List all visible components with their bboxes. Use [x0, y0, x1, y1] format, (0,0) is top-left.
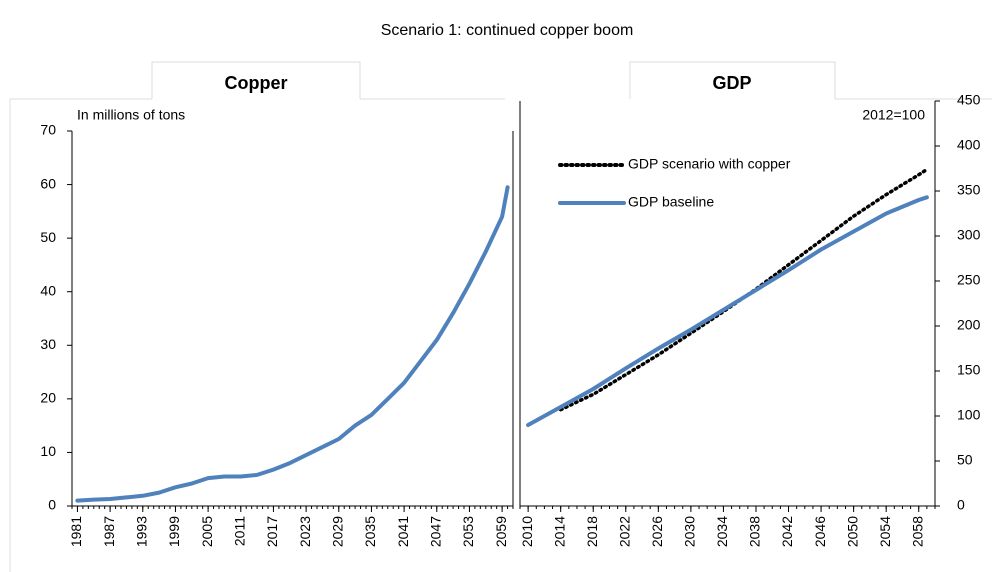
y-tick-label: 0	[48, 497, 56, 513]
x-tick-label: 1981	[68, 516, 84, 547]
x-tick-label: 2030	[682, 516, 698, 547]
y-tick-label: 400	[957, 137, 981, 153]
x-tick-label: 2034	[714, 516, 730, 547]
data-line	[526, 195, 929, 427]
x-tick-label: 2018	[584, 516, 600, 547]
x-tick-label: 2035	[362, 516, 378, 547]
x-tick-label: 2042	[779, 516, 795, 547]
x-tick-label: 2054	[877, 516, 893, 547]
y-tick-label: 200	[957, 317, 981, 333]
x-tick-label: 2047	[427, 516, 443, 547]
tab-border	[151, 61, 361, 99]
x-tick-label: 2017	[264, 516, 280, 547]
x-tick-label: 2022	[616, 516, 632, 547]
x-tick-label: 2053	[460, 516, 476, 547]
x-tick-label: 2029	[329, 516, 345, 547]
y-tick-label: 250	[957, 272, 981, 288]
page-title: Scenario 1: continued copper boom	[381, 22, 634, 39]
y-tick-label: 20	[40, 390, 56, 406]
y-tick-label: 30	[40, 336, 56, 352]
x-tick-label: 2050	[844, 516, 860, 547]
x-tick-label: 2026	[649, 516, 665, 547]
x-tick-label: 2005	[199, 516, 215, 547]
y-tick-label: 10	[40, 443, 56, 459]
legend-label: GDP baseline	[628, 194, 714, 210]
y-tick-label: 70	[40, 122, 56, 138]
x-tick-label: 1987	[101, 516, 117, 547]
legend-label: GDP scenario with copper	[628, 156, 791, 172]
y-tick-label: 40	[40, 282, 56, 298]
y-tick-label: 150	[957, 362, 981, 378]
y-tick-label: 300	[957, 227, 981, 243]
x-tick-label: 2059	[493, 516, 509, 547]
y-axis-label: In millions of tons	[77, 107, 185, 123]
x-tick-label: 1993	[133, 516, 149, 547]
y-tick-label: 450	[957, 92, 981, 108]
data-line	[75, 185, 510, 503]
x-tick-label: 2023	[297, 516, 313, 547]
x-tick-label: 2038	[747, 516, 763, 547]
x-tick-label: 2011	[231, 516, 247, 546]
y-tick-label: 50	[40, 229, 56, 245]
panel-title: GDP	[712, 73, 751, 93]
panel-title: Copper	[225, 73, 288, 93]
x-tick-label: 2010	[519, 516, 535, 547]
y-tick-label: 0	[957, 497, 965, 513]
x-tick-label: 1999	[166, 516, 182, 547]
y-axis-label: 2012=100	[862, 107, 925, 123]
y-tick-label: 100	[957, 407, 981, 423]
y-tick-label: 50	[957, 452, 973, 468]
tab-border	[629, 61, 836, 99]
x-tick-label: 2014	[551, 516, 567, 547]
y-tick-label: 350	[957, 182, 981, 198]
y-tick-label: 60	[40, 175, 56, 191]
x-tick-label: 2046	[812, 516, 828, 547]
x-tick-label: 2041	[395, 516, 411, 547]
x-tick-label: 2058	[909, 516, 925, 547]
